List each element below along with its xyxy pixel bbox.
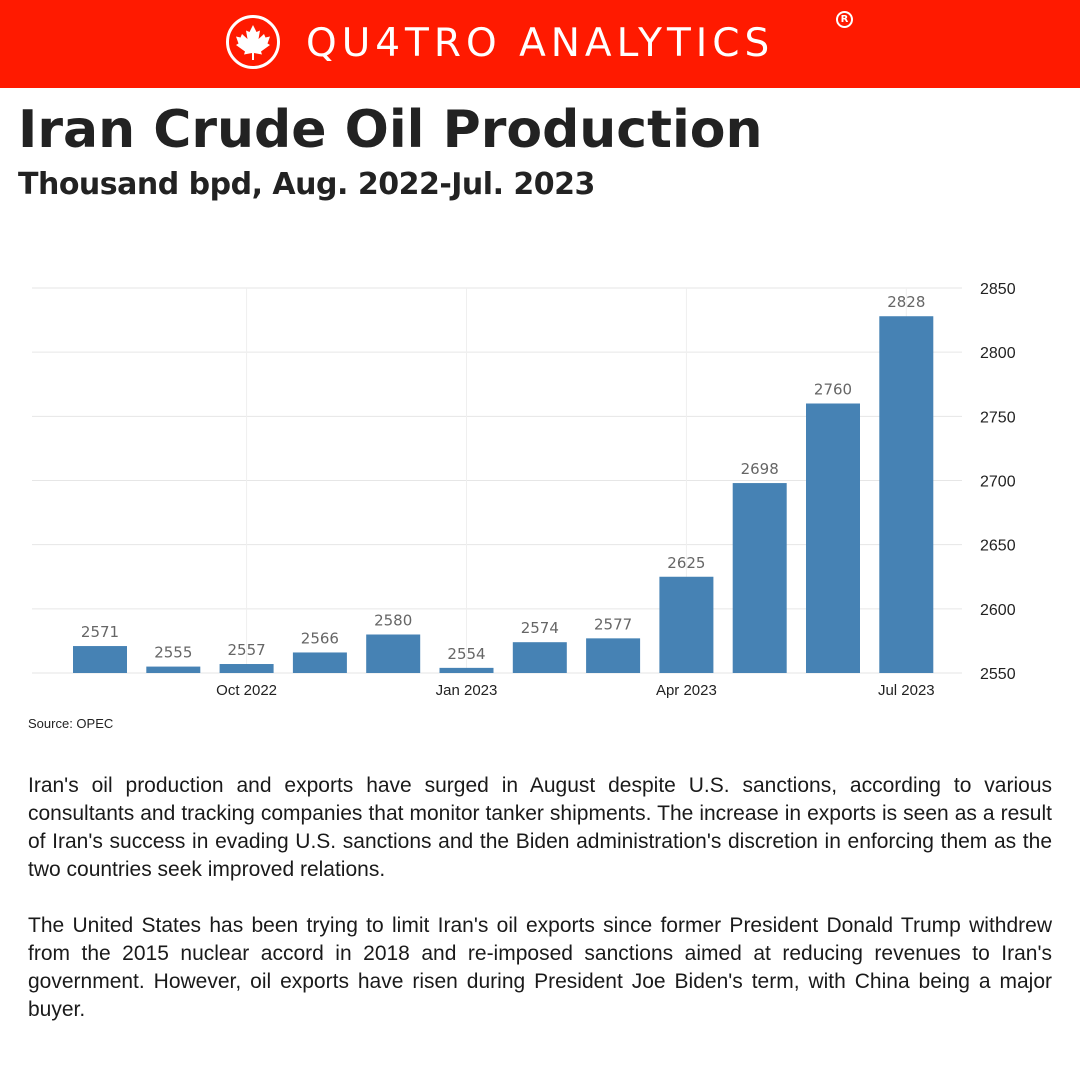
y-tick-label: 2800 [980, 345, 1016, 362]
data-label: 2577 [594, 615, 632, 633]
data-label: 2554 [447, 645, 485, 663]
y-tick-label: 2850 [980, 281, 1016, 298]
bar-chart: 2550 2600 2650 2700 2750 2800 2850 Oct 2022 Jan … [32, 281, 1016, 699]
bar [219, 664, 274, 673]
data-label: 2557 [228, 641, 266, 659]
bar [732, 483, 787, 673]
page-subtitle: Thousand bpd, Aug. 2022-Jul. 2023 [18, 167, 595, 202]
bar [439, 667, 494, 673]
x-tick-label: Oct 2022 [216, 682, 277, 699]
y-tick-label: 2600 [980, 602, 1016, 619]
data-label: 2760 [814, 381, 852, 399]
y-tick-label: 2750 [980, 409, 1016, 426]
page-title: Iran Crude Oil Production [18, 100, 763, 160]
registered-mark: R [836, 11, 853, 28]
bar [292, 652, 347, 673]
y-tick-label: 2700 [980, 474, 1016, 491]
chart-source: Source: OPEC [28, 716, 114, 731]
x-tick-label: Jul 2023 [878, 682, 935, 699]
bar [73, 646, 127, 673]
x-tick-label: Jan 2023 [436, 682, 498, 699]
bar [879, 316, 934, 673]
maple-leaf-icon [226, 15, 280, 69]
header-banner: QU4TRO ANALYTICS R [0, 0, 1080, 88]
x-tick-label: Apr 2023 [656, 682, 717, 699]
bar [146, 666, 201, 673]
y-tick-label: 2550 [980, 666, 1016, 683]
data-label: 2566 [301, 629, 339, 647]
data-label: 2574 [521, 619, 559, 637]
bar [512, 642, 567, 673]
y-tick-label: 2650 [980, 538, 1016, 555]
bar [366, 634, 421, 673]
bar [659, 576, 714, 673]
data-label: 2555 [154, 644, 192, 662]
bar [806, 403, 860, 673]
data-label: 2625 [667, 554, 705, 572]
data-label: 2698 [741, 460, 779, 478]
body-paragraph-1: Iran's oil production and exports have s… [28, 774, 1052, 881]
data-label: 2828 [887, 293, 925, 311]
bar [586, 638, 641, 673]
data-label: 2571 [81, 623, 119, 641]
data-label: 2580 [374, 612, 412, 630]
brand-name: QU4TRO ANALYTICS [306, 21, 775, 66]
body-paragraph-2: The United States has been trying to lim… [28, 914, 1052, 1021]
